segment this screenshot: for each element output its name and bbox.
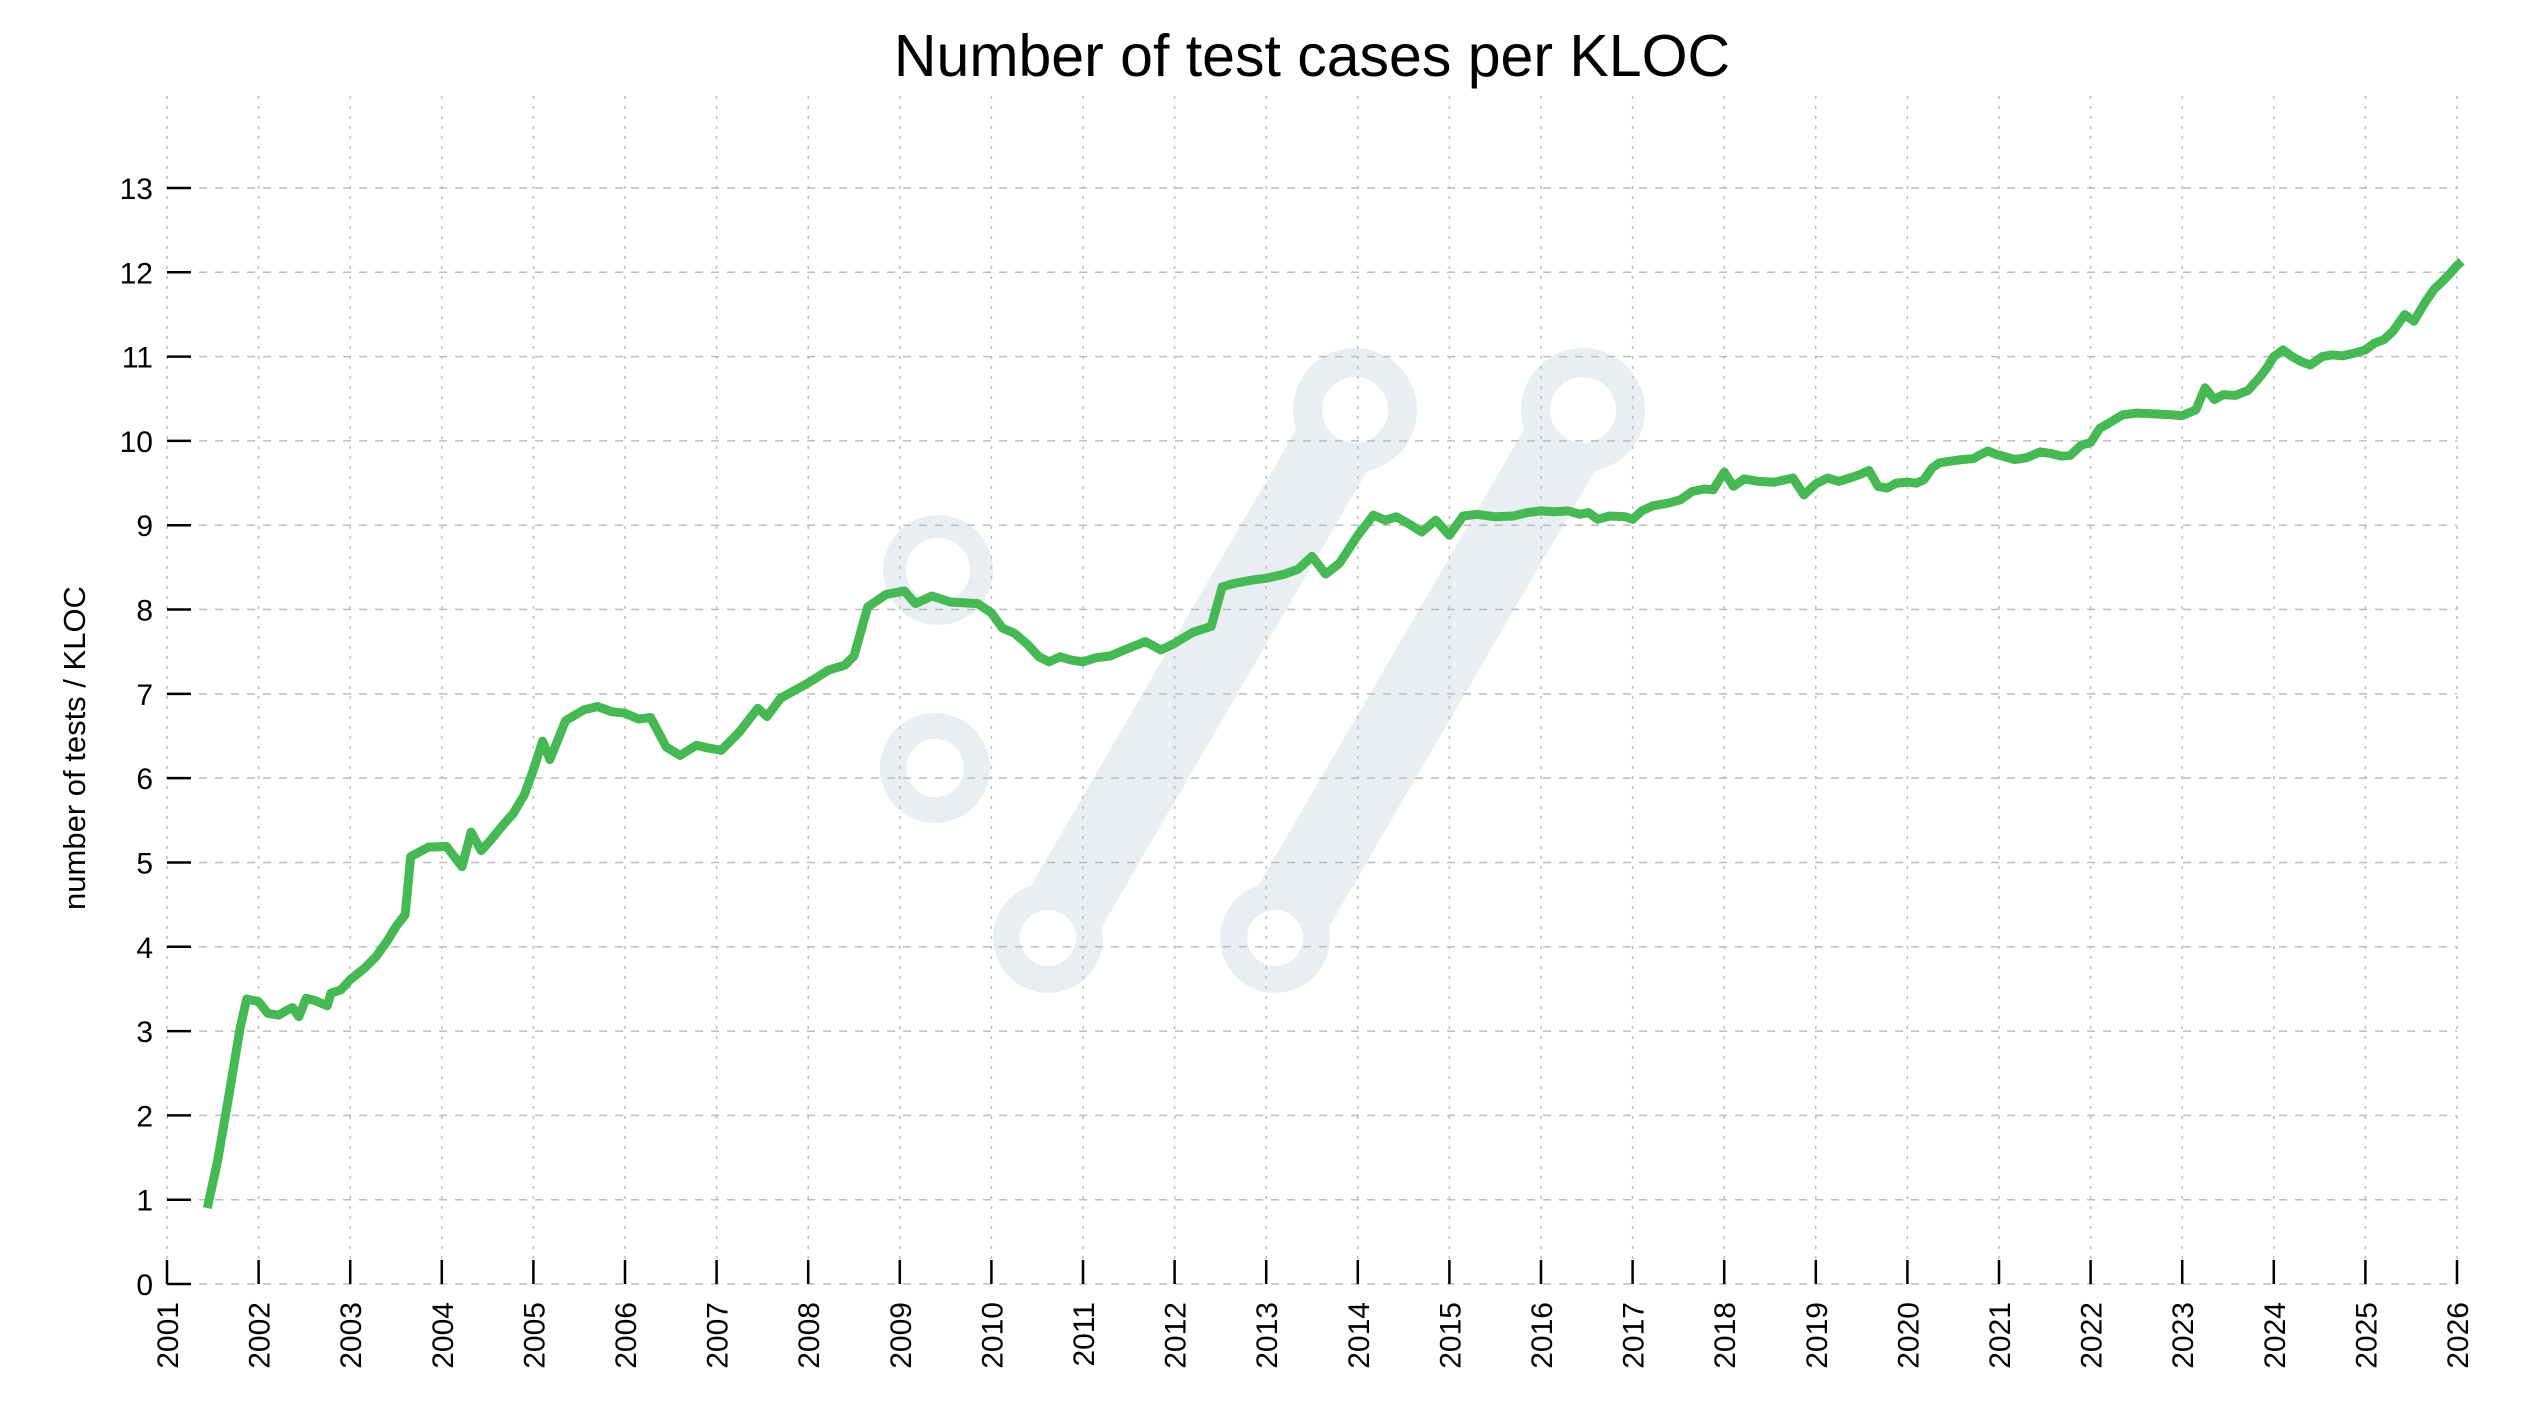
x-tick-label: 2007 [702,1302,735,1369]
x-tick-label: 2024 [2259,1302,2292,1369]
y-tick-label: 6 [136,763,153,796]
axis-ticks [165,186,2459,1286]
y-tick-label: 9 [136,510,153,543]
x-tick-label: 2004 [427,1302,460,1369]
x-tick-label: 2008 [793,1302,826,1369]
y-tick-label: 0 [136,1269,153,1302]
wrench-watermark [880,348,1645,993]
x-tick-label: 2017 [1618,1302,1651,1369]
wrench-icon [993,348,1417,993]
x-tick-label: 2023 [2167,1302,2200,1369]
x-tick-label: 2021 [1984,1302,2017,1369]
x-tick-label: 2012 [1160,1302,1193,1369]
y-tick-label: 12 [120,257,153,290]
x-tick-label: 2019 [1801,1302,1834,1369]
x-tick-label: 2018 [1709,1302,1742,1369]
x-tick-labels: 2001 2002 2003 2004 2005 2006 2007 2008 2009 2010… [152,1302,2475,1369]
x-tick-label: 2016 [1526,1302,1559,1369]
watermark-ring-icon [880,713,990,823]
x-tick-label: 2002 [244,1302,277,1369]
y-tick-label: 7 [136,679,153,712]
x-tick-label: 2026 [2442,1302,2475,1369]
x-tick-label: 2010 [976,1302,1009,1369]
x-tick-label: 2005 [518,1302,551,1369]
y-tick-label: 4 [136,932,153,965]
series-line-tests-per-kloc [202,258,2465,1210]
y-tick-label: 13 [120,173,153,206]
y-tick-label: 2 [136,1100,153,1133]
y-tick-label: 10 [120,426,153,459]
x-tick-label: 2009 [885,1302,918,1369]
x-tick-label: 2011 [1068,1302,1101,1367]
y-tick-label: 3 [136,1016,153,1049]
y-tick-label: 5 [136,847,153,880]
y-tick-label: 11 [122,342,153,375]
wrench-icon [1220,348,1645,993]
x-tick-label: 2022 [2076,1302,2109,1369]
x-tick-label: 2001 [152,1302,185,1369]
watermark-ring-icon [883,515,993,625]
x-tick-label: 2006 [610,1302,643,1369]
x-tick-label: 2013 [1251,1302,1284,1369]
x-tick-label: 2014 [1343,1302,1376,1369]
x-tick-label: 2025 [2350,1302,2383,1369]
x-tick-label: 2015 [1434,1302,1467,1369]
gridlines [166,96,2458,1285]
chart-title: Number of test cases per KLOC [893,23,1731,89]
x-tick-label: 2020 [1892,1302,1925,1369]
y-tick-label: 8 [136,595,153,628]
x-tick-label: 2003 [335,1302,368,1369]
y-tick-label: 1 [136,1185,153,1218]
